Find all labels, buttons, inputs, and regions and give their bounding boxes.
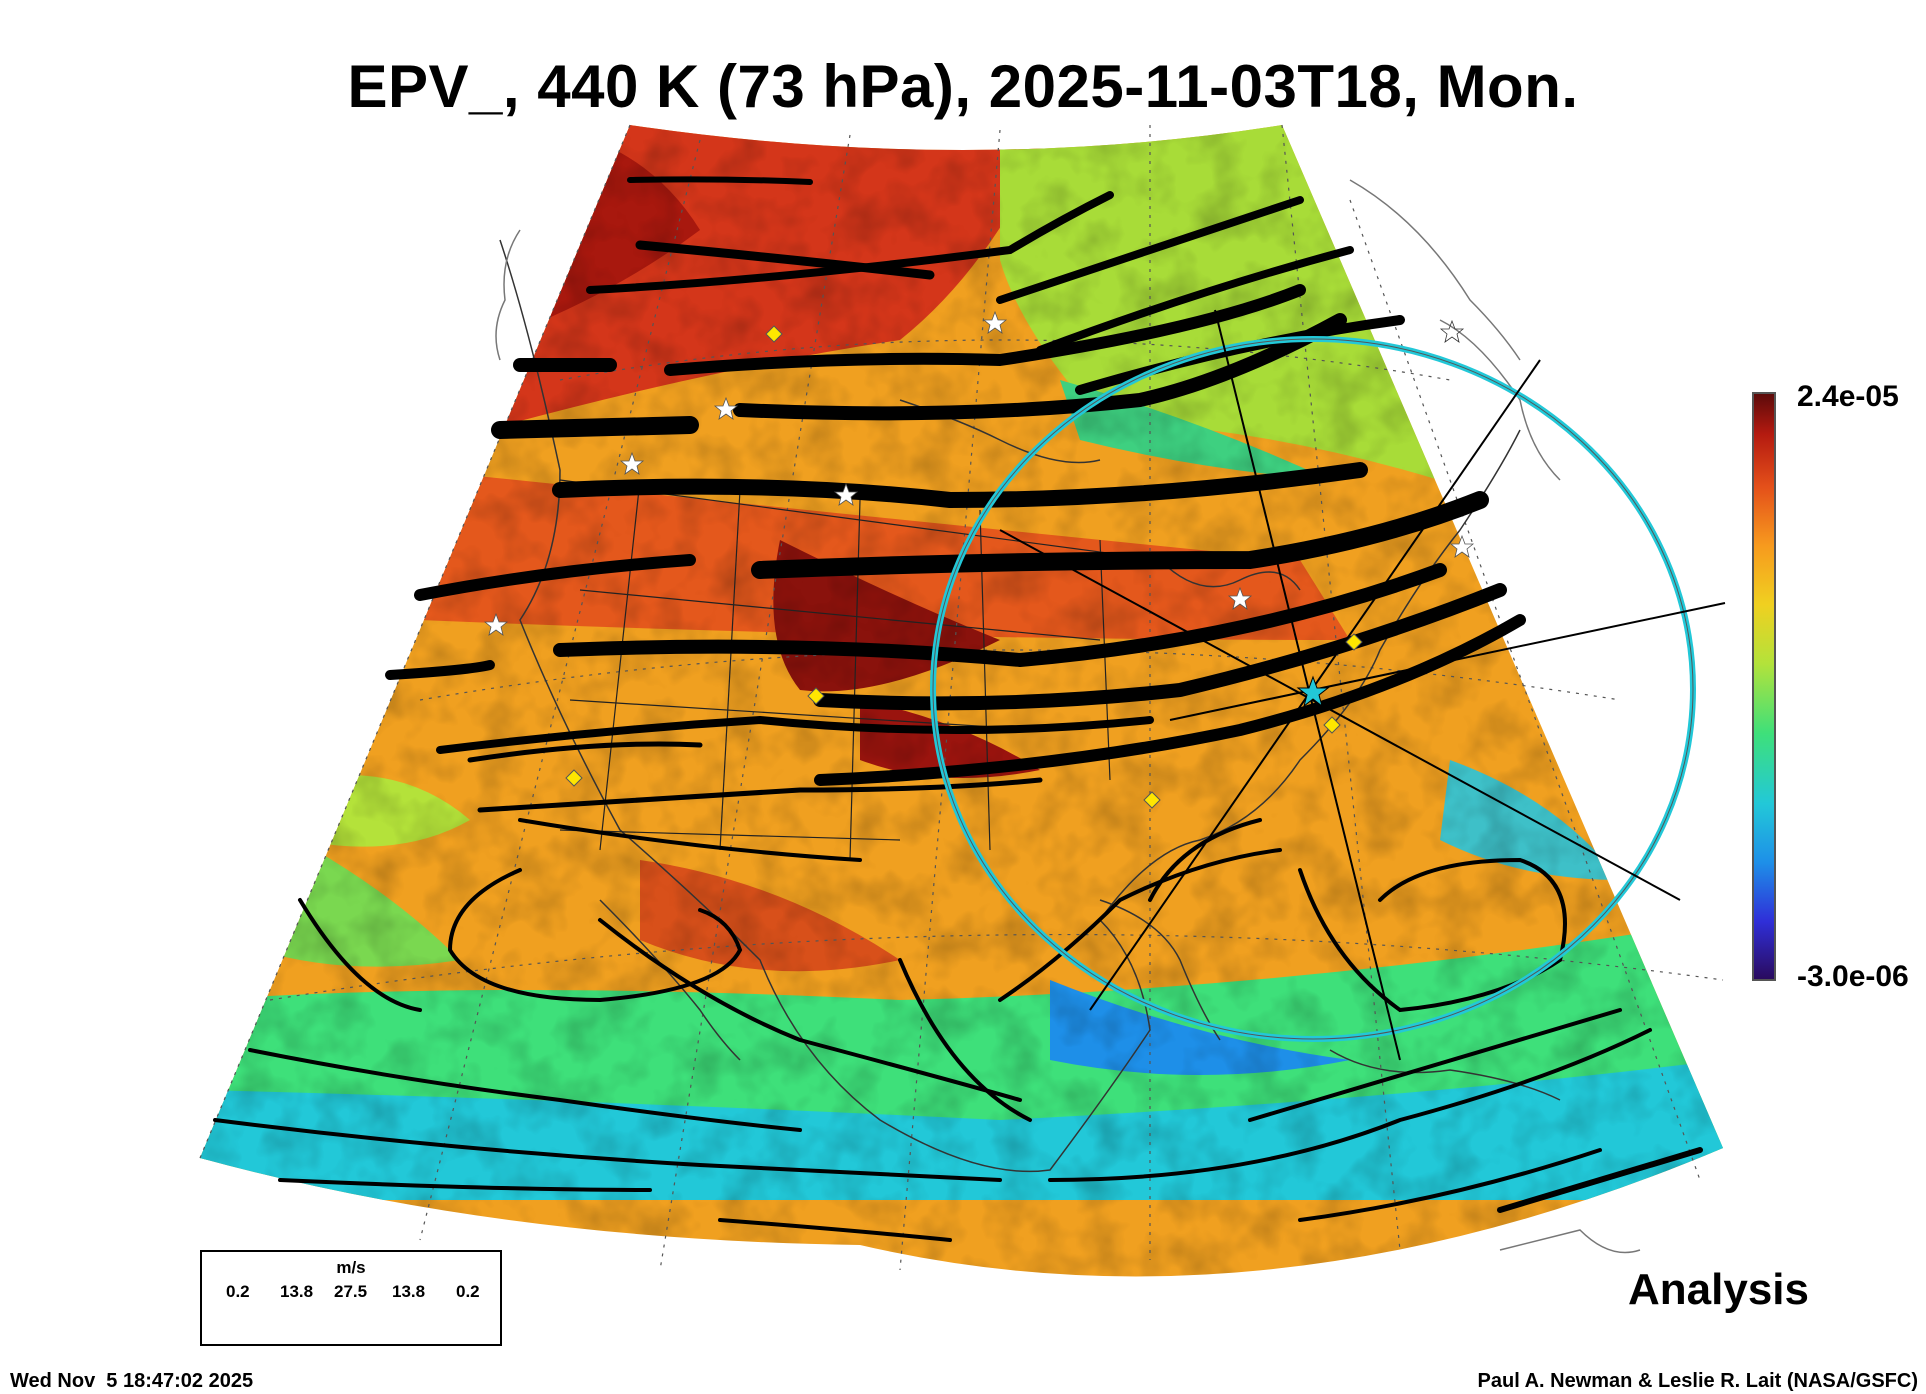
- colorbar-max-label: 2.4e-05: [1797, 380, 1899, 413]
- wind-scale-legend: m/s 0.2 13.8 27.5 13.8 0.2: [200, 1250, 502, 1346]
- colorbar: [1752, 392, 1776, 981]
- star-markers: [483, 310, 1475, 636]
- target-circle: [930, 336, 1696, 1042]
- target-center-marker: [1296, 675, 1330, 708]
- star-marker: [982, 310, 1008, 334]
- star-marker: [833, 482, 859, 506]
- diamond-marker: [1345, 633, 1363, 651]
- credit-line: Paul A. Newman & Leslie R. Lait (NASA/GS…: [1477, 1370, 1918, 1392]
- wind-scale-label: 27.5: [334, 1282, 368, 1301]
- star-marker: [1227, 586, 1253, 610]
- star-marker: [619, 451, 645, 475]
- colorbar-min-label: -3.0e-06: [1797, 960, 1909, 993]
- diamond-marker: [765, 325, 783, 343]
- wind-streamlines: [213, 176, 1703, 1242]
- timestamp: Wed Nov 5 18:47:02 2025: [10, 1370, 254, 1392]
- outside-coastlines: [495, 179, 1641, 1254]
- star-marker: [713, 396, 739, 420]
- wind-scale-label: 0.2: [456, 1282, 480, 1301]
- diamond-marker: [1323, 716, 1341, 734]
- star-marker: [1439, 319, 1465, 343]
- wind-scale-label: 0.2: [226, 1282, 250, 1301]
- analysis-label: Analysis: [1628, 1265, 1809, 1314]
- star-marker: [1449, 534, 1475, 558]
- diamond-markers: [565, 325, 1363, 809]
- map-title: EPV_, 440 K (73 hPa), 2025-11-03T18, Mon…: [347, 53, 1579, 120]
- wind-scale-unit: m/s: [336, 1258, 366, 1277]
- wind-scale-label: 13.8: [392, 1282, 426, 1301]
- diamond-marker: [807, 687, 825, 705]
- wind-scale-label: 13.8: [280, 1282, 314, 1301]
- diamond-marker: [1143, 791, 1161, 809]
- star-marker: [483, 612, 509, 636]
- diamond-marker: [565, 769, 583, 787]
